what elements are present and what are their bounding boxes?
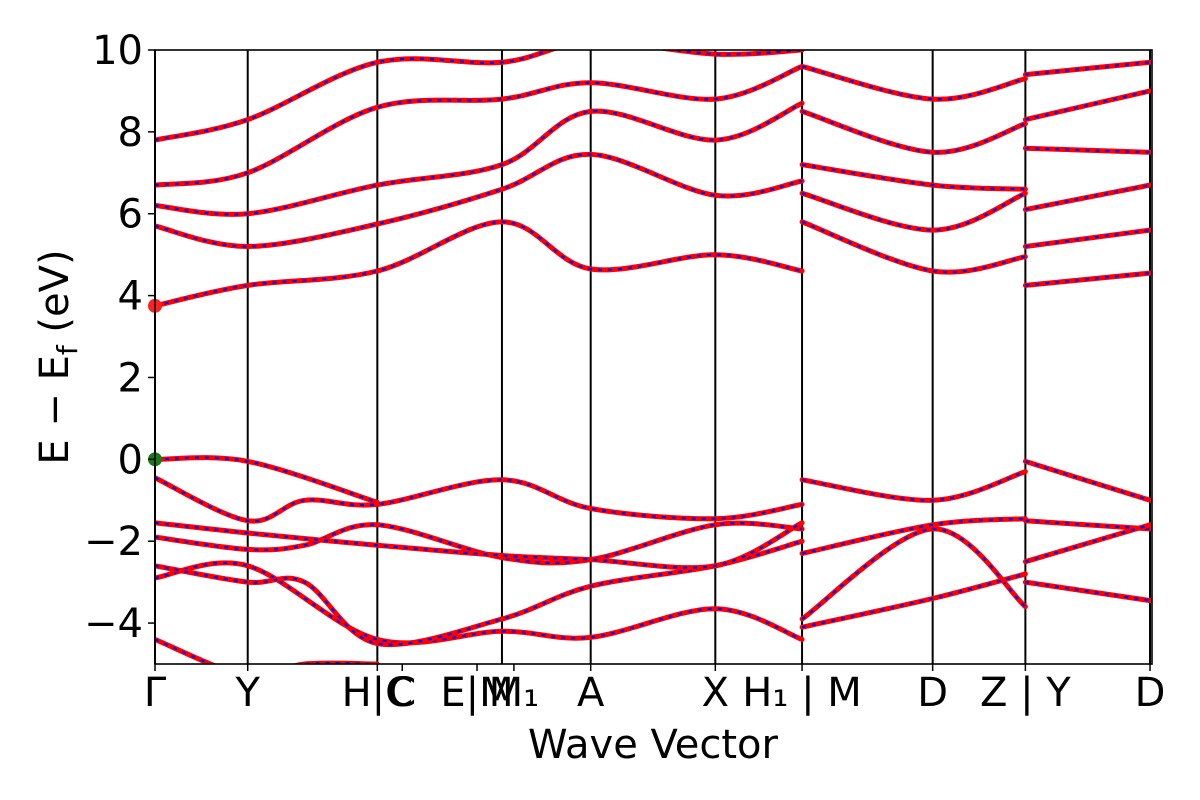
xtick-label-4: E|M [440,670,513,716]
band-11-model [155,50,803,142]
band-29-model [1025,89,1151,121]
x-axis-ticks: Γ Y H|CC E|MM₁ A X H₁ | M D Z | Y D [144,664,1166,716]
xtick-label-2: H|C [342,670,413,716]
x-axis-label: Wave Vector [528,722,779,768]
plot-frame [154,49,1153,665]
band-6-model [155,456,378,504]
xtick-label-9: D [917,670,948,716]
band-10-dft [155,63,805,188]
band-15-model [801,572,1026,629]
ytick-label-4: 4 [118,274,143,320]
band-19-model [801,110,1026,154]
xtick-label-8: H₁ | M [742,670,862,716]
xtick-label-5: M₁ [489,670,540,716]
xtick-label-7: X [702,670,729,716]
band-5-dft [155,475,805,524]
y-axis-label-sub: f [51,344,84,355]
ytick-label-0: −4 [84,601,143,647]
band-22-model [1025,519,1151,530]
xtick-label-11: D [1135,670,1166,716]
ytick-label-3: 2 [118,355,143,401]
band-28-model [1025,147,1151,154]
ytick-label-6: 8 [118,110,143,156]
band-12-model [801,470,1026,502]
band-20-dft [799,63,1028,102]
band-17-model [801,192,1026,232]
ytick-label-1: −2 [84,519,143,565]
xtick-label-10: Z | Y [980,670,1071,716]
xtick-label-6: A [577,670,605,716]
band-13-model [801,517,1026,555]
y-axis-label-main: E − E [32,355,78,465]
xtick-label-1: Y [235,670,261,716]
xtick-label-3: C [388,670,416,716]
y-axis-label-unit: (eV) [32,249,78,345]
band-4-model [155,521,803,569]
xtick-label-0: Γ [144,670,167,716]
band-7-model [155,220,803,307]
y-axis-ticks: −4 −2 0 2 4 6 8 10 [84,28,155,647]
ytick-label-2: 0 [118,437,143,483]
band-24-model [1025,581,1151,602]
band-21-model [1025,460,1151,502]
band-18-model [801,163,1026,191]
band-1-dft [155,560,805,646]
ytick-label-7: 10 [92,28,143,74]
band-25-model [1025,272,1151,287]
band-16-model [801,220,1026,274]
band-8-model [155,153,803,248]
band-23-model [1025,523,1151,563]
band-9-model [155,102,803,216]
band-26-model [1025,229,1151,248]
ytick-label-5: 6 [118,192,143,238]
y-axis-label: E − Ef (eV) [32,249,84,464]
band-30-model [1025,61,1151,76]
band-27-model [1025,184,1151,211]
band-3-model [155,522,803,565]
